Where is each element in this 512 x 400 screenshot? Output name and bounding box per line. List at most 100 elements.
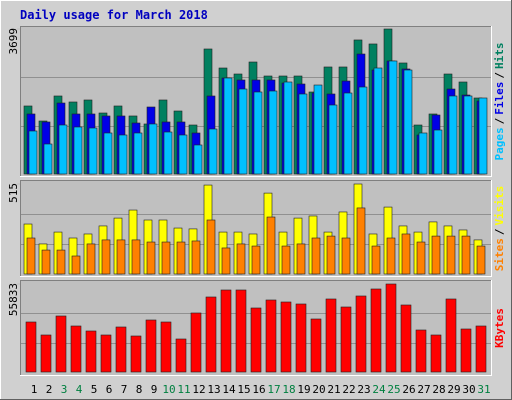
bar xyxy=(220,289,232,373)
bar xyxy=(388,60,398,175)
bar xyxy=(205,296,217,373)
bar xyxy=(475,325,487,373)
bar xyxy=(370,288,382,373)
x-tick-label: 6 xyxy=(106,383,113,396)
bar xyxy=(476,245,486,275)
bar xyxy=(116,239,126,275)
legend-entry: Files xyxy=(493,82,506,115)
bar xyxy=(355,295,367,373)
bar xyxy=(283,81,293,175)
bar xyxy=(313,84,323,175)
bar xyxy=(28,130,38,175)
bar xyxy=(296,243,306,275)
x-tick-label: 23 xyxy=(357,383,370,396)
y-tick-label: 515 xyxy=(7,183,20,203)
bar xyxy=(223,77,233,175)
bar xyxy=(373,67,383,175)
bar xyxy=(25,321,37,373)
bar xyxy=(448,95,458,175)
x-tick-label: 21 xyxy=(327,383,340,396)
bar xyxy=(326,235,336,275)
legend-entry: Hits xyxy=(493,43,506,70)
bar xyxy=(431,235,441,275)
bar xyxy=(460,328,472,373)
bar xyxy=(418,132,428,175)
bar xyxy=(430,334,442,373)
bar xyxy=(280,301,292,373)
x-tick-label: 14 xyxy=(222,383,236,396)
x-tick-label: 28 xyxy=(432,383,445,396)
bar xyxy=(403,69,413,175)
x-tick-label: 25 xyxy=(387,383,400,396)
bar xyxy=(190,312,202,373)
x-tick-label: 16 xyxy=(252,383,265,396)
bar xyxy=(103,132,113,175)
bar xyxy=(176,241,186,275)
x-tick-label: 11 xyxy=(177,383,190,396)
bar xyxy=(281,245,291,275)
bar xyxy=(221,247,231,275)
x-tick-label: 4 xyxy=(76,383,83,396)
bar xyxy=(163,131,173,175)
bar xyxy=(461,235,471,275)
x-tick-label: 7 xyxy=(121,383,128,396)
x-tick-label: 13 xyxy=(207,383,220,396)
bar xyxy=(115,326,127,373)
bar xyxy=(130,335,142,373)
bar xyxy=(298,93,308,175)
bar xyxy=(191,240,201,275)
x-tick-label: 24 xyxy=(372,383,386,396)
bar xyxy=(88,127,98,175)
x-tick-label: 20 xyxy=(312,383,325,396)
bar xyxy=(118,134,128,175)
legend: KBytes xyxy=(493,308,506,348)
bar xyxy=(56,249,66,275)
bar xyxy=(371,245,381,275)
bar xyxy=(160,321,172,373)
x-tick-label: 2 xyxy=(46,383,53,396)
y-tick-label: 3699 xyxy=(7,28,20,55)
legend: Sites / Visits xyxy=(493,186,506,272)
bar xyxy=(208,128,218,175)
x-tick-label: 5 xyxy=(91,383,98,396)
bar xyxy=(385,283,397,373)
x-tick-label: 12 xyxy=(192,383,205,396)
bar xyxy=(71,255,81,275)
x-tick-label: 19 xyxy=(297,383,310,396)
bar xyxy=(26,237,36,275)
legend-entry: Pages xyxy=(493,127,506,160)
bar xyxy=(445,298,457,373)
bar xyxy=(43,143,53,175)
bar xyxy=(358,86,368,175)
x-tick-label: 30 xyxy=(462,383,475,396)
legend-entry: Visits xyxy=(493,186,506,226)
bar xyxy=(295,303,307,373)
bar xyxy=(265,299,277,373)
legend-entry: Sites xyxy=(493,238,506,271)
bar xyxy=(58,124,68,175)
x-tick-label: 10 xyxy=(162,383,175,396)
bar xyxy=(175,338,187,373)
x-tick-label: 29 xyxy=(447,383,460,396)
bar xyxy=(145,319,157,373)
bar xyxy=(178,134,188,175)
bar xyxy=(433,129,443,175)
x-tick-label: 31 xyxy=(477,383,490,396)
bar xyxy=(311,237,321,275)
bar xyxy=(70,325,82,373)
bar xyxy=(343,92,353,175)
bar xyxy=(251,245,261,275)
x-tick-label: 3 xyxy=(61,383,68,396)
x-tick-label: 18 xyxy=(282,383,295,396)
bar xyxy=(463,95,473,175)
legend: Pages / Files / Hits xyxy=(493,43,506,161)
bar xyxy=(40,334,52,373)
x-tick-label: 27 xyxy=(417,383,430,396)
bar xyxy=(86,243,96,275)
bar xyxy=(386,237,396,275)
x-tick-label: 15 xyxy=(237,383,250,396)
bar xyxy=(85,330,97,373)
bar xyxy=(250,307,262,373)
bar xyxy=(266,216,276,275)
